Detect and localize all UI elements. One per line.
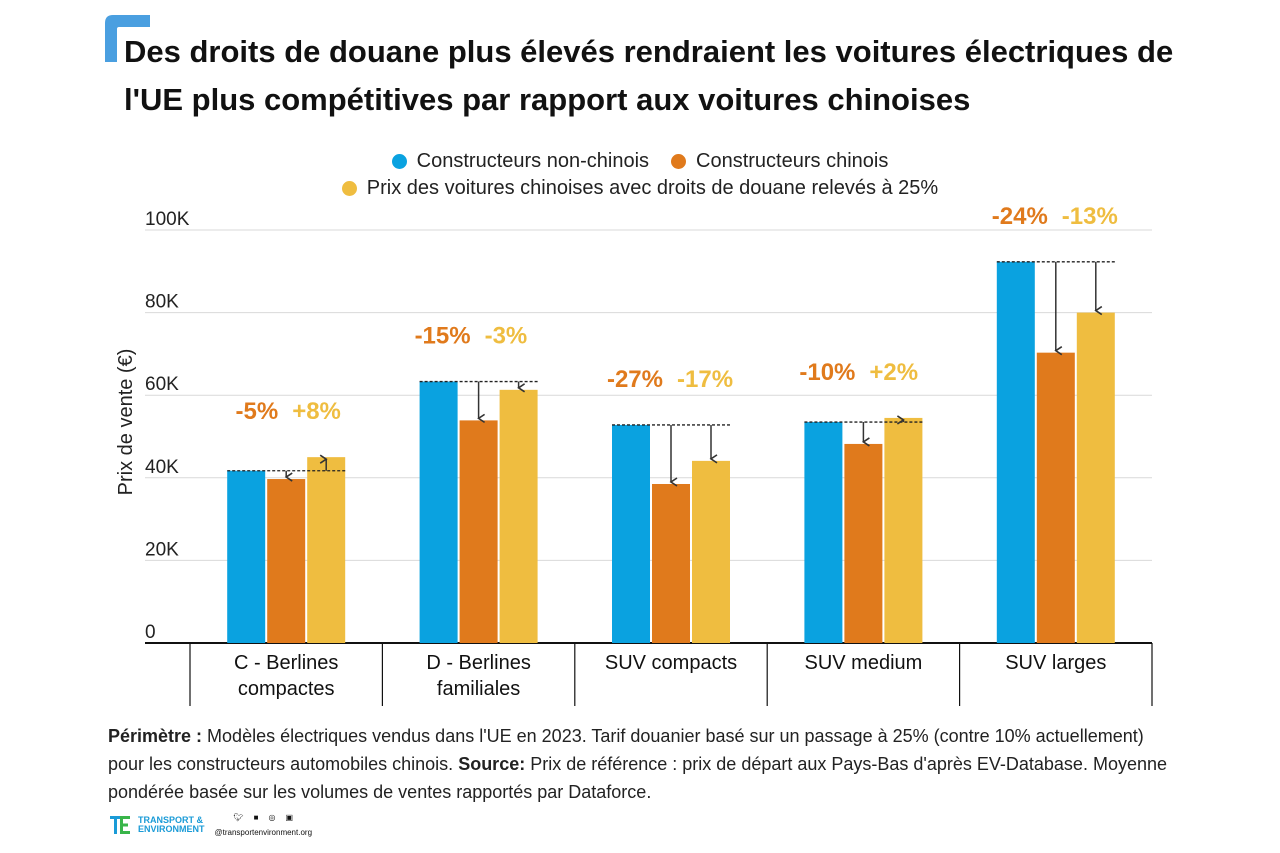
- bar-chinese: [459, 420, 498, 643]
- social-icons: 🐦︎ ■ ◎ ▣: [233, 813, 293, 822]
- y-tick-label: 100K: [145, 209, 190, 230]
- social-block: 🐦︎ ■ ◎ ▣ @transportenvironment.org: [215, 813, 313, 837]
- legend-swatch-chinese: [671, 154, 687, 169]
- footnote-perimetre-label: Périmètre :: [108, 726, 203, 746]
- chart-title: Des droits de douane plus élevés rendrai…: [124, 34, 1174, 117]
- y-tick-label: 80K: [145, 292, 179, 313]
- y-tick-label: 40K: [145, 457, 179, 478]
- legend-label-chinese: Constructeurs chinois: [696, 150, 889, 172]
- bar-chinese: [844, 443, 883, 643]
- brand-line2: ENVIRONMENT: [138, 824, 205, 834]
- corner-accent: [105, 15, 150, 62]
- annotation-tariff: -13%: [1062, 203, 1118, 230]
- annotation-tariff: +2%: [869, 359, 918, 386]
- te-logo-icon: [110, 816, 130, 834]
- legend-item-chinese: Constructeurs chinois: [671, 150, 888, 173]
- legend-item-tariff: Prix des voitures chinoises avec droits …: [341, 177, 939, 200]
- footnote-source-text: Prix de référence : prix de départ aux P…: [108, 754, 1167, 802]
- annotation-chinese: -24%: [992, 203, 1048, 230]
- y-tick-label: 20K: [145, 539, 179, 560]
- twitter-icon[interactable]: 🐦︎: [233, 813, 244, 822]
- x-tick-label: SUV larges: [1005, 652, 1106, 674]
- bar-tariff: [307, 457, 346, 643]
- bar-tariff: [884, 417, 923, 643]
- social-handle: @transportenvironment.org: [214, 828, 313, 837]
- x-tick-label: SUV compacts: [605, 652, 737, 674]
- brand-line1: TRANSPORT &: [138, 815, 203, 825]
- bar-chinese: [267, 479, 306, 643]
- bar-non_chinese: [419, 381, 458, 643]
- instagram-icon[interactable]: ◎: [268, 813, 276, 822]
- brand-footer: TRANSPORT & ENVIRONMENT 🐦︎ ■ ◎ ▣ @transp…: [110, 813, 312, 837]
- footnote-source-label: Source:: [458, 754, 526, 774]
- x-tick-label: familiales: [437, 678, 520, 700]
- y-tick-label: 0: [145, 622, 156, 643]
- annotation-chinese: -5%: [236, 398, 279, 425]
- bar-non_chinese: [227, 470, 266, 643]
- annotation-chinese: -10%: [799, 359, 855, 386]
- annotation-tariff: -3%: [485, 323, 528, 350]
- annotation-tariff: +8%: [292, 398, 341, 425]
- legend-label-non-chinese: Constructeurs non-chinois: [416, 150, 650, 172]
- legend-label-tariff: Prix des voitures chinoises avec droits …: [366, 177, 939, 199]
- legend-item-non-chinese: Constructeurs non-chinois: [391, 150, 650, 173]
- linkedin-icon[interactable]: ▣: [285, 813, 294, 822]
- bar-chart: 0 20K 40K 60K 80K 100K Prix de vente (€) -5% +8%…: [115, 203, 1153, 706]
- legend-swatch-tariff: [341, 181, 357, 196]
- annotation-tariff: -17%: [677, 366, 733, 393]
- x-tick-label: compactes: [238, 678, 335, 700]
- annotation-chinese: -15%: [415, 323, 471, 350]
- footnote-perimetre-text: Modèles électriques vendus dans l'UE en …: [108, 726, 1144, 774]
- legend: Constructeurs non-chinois Constructeurs …: [0, 148, 1280, 202]
- legend-swatch-non-chinese: [391, 154, 407, 169]
- bar-chinese: [1036, 352, 1075, 643]
- annotation-chinese: -27%: [607, 366, 663, 393]
- y-tick-label: 60K: [145, 374, 179, 395]
- y-axis-label: Prix de vente (€): [115, 349, 137, 496]
- x-tick-label: SUV medium: [804, 652, 922, 674]
- bar-non_chinese: [612, 424, 650, 643]
- bar-tariff: [692, 460, 730, 643]
- bar-tariff: [1076, 312, 1115, 643]
- bar-tariff: [499, 389, 538, 643]
- facebook-icon[interactable]: ■: [253, 813, 259, 822]
- bar-non_chinese: [804, 422, 843, 643]
- x-tick-label: D - Berlines: [426, 652, 530, 674]
- footnote: Périmètre : Modèles électriques vendus d…: [108, 722, 1168, 806]
- bar-non_chinese: [996, 261, 1035, 643]
- brand-name: TRANSPORT & ENVIRONMENT: [138, 816, 205, 834]
- bar-chinese: [652, 483, 690, 643]
- x-tick-label: C - Berlines: [234, 652, 338, 674]
